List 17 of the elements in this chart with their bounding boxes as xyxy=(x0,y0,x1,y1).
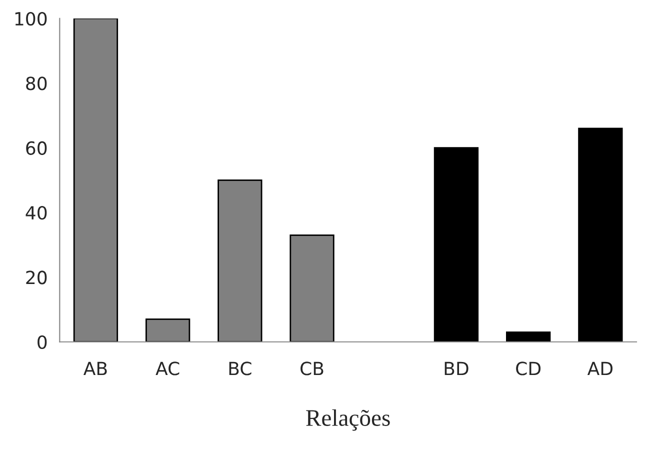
x-axis-title: Relações xyxy=(306,409,390,431)
x-tick-label: CD xyxy=(516,362,541,376)
y-tick-label: 60 xyxy=(26,141,47,155)
x-tick-label: BD xyxy=(444,362,468,376)
y-tick-label: 100 xyxy=(15,12,47,26)
x-tick-label: AB xyxy=(83,362,107,376)
x-tick-label: BC xyxy=(229,362,252,376)
y-tick-label: 20 xyxy=(26,270,47,284)
x-tick-label: AC xyxy=(156,362,180,376)
bar xyxy=(434,147,479,342)
y-tick-label: 80 xyxy=(26,76,47,90)
bar xyxy=(506,331,551,342)
bar xyxy=(578,128,623,342)
x-tick-label: AD xyxy=(587,362,612,376)
y-tick-label: 0 xyxy=(38,335,47,349)
y-tick-label: 40 xyxy=(26,206,47,220)
x-tick-label: CB xyxy=(300,362,324,376)
